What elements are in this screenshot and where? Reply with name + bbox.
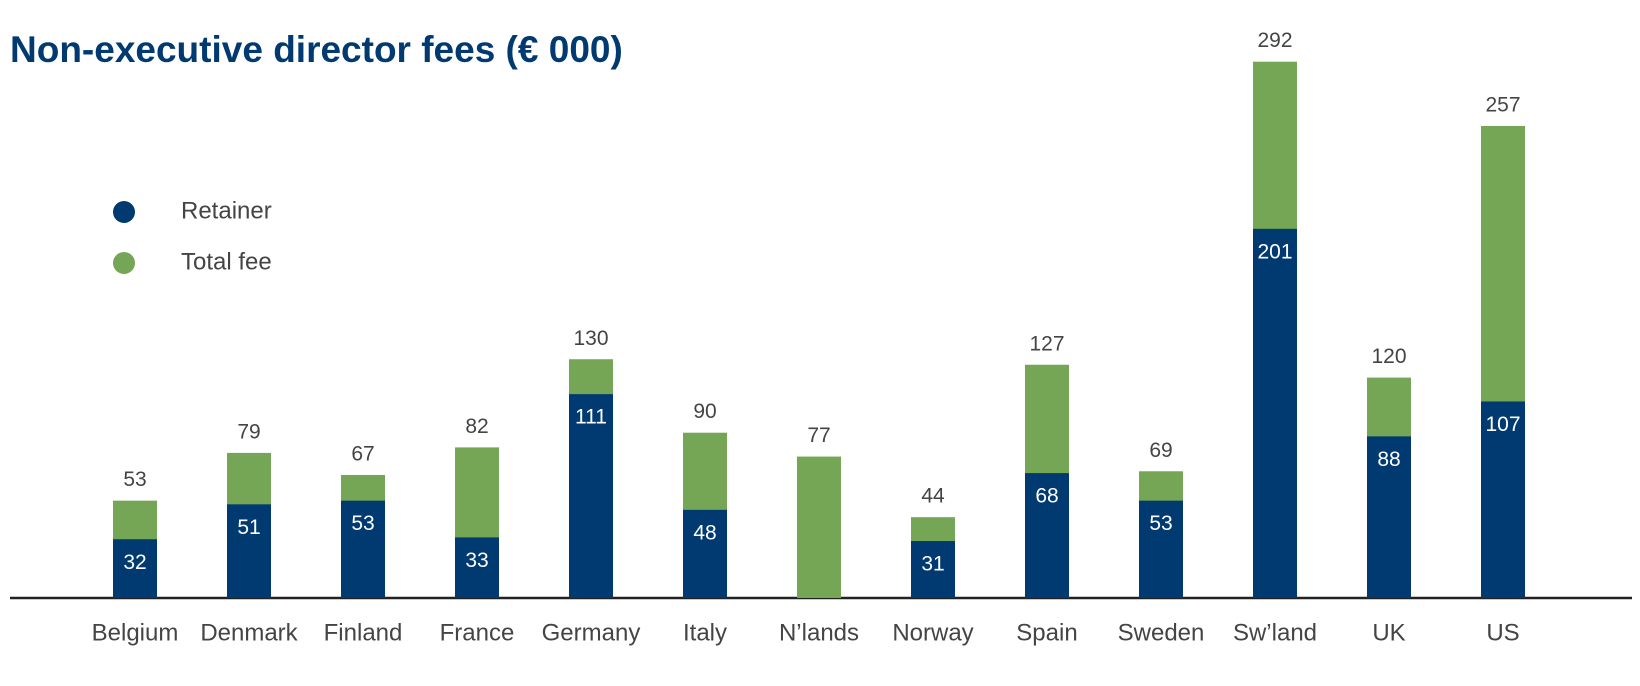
value-label: 120 [1371,345,1406,368]
x-tick-label: N’lands [779,619,859,646]
bar [113,539,157,598]
value-label: 53 [1149,512,1172,535]
bar [227,504,271,598]
bar [1367,436,1411,598]
value-label: 82 [465,415,488,438]
value-label: 107 [1485,413,1520,436]
bar [1253,228,1297,598]
x-tick-label: Norway [892,619,973,646]
value-label: 292 [1257,29,1292,52]
value-label: 53 [351,512,374,535]
value-label: 33 [465,549,488,572]
bar [683,509,727,598]
x-tick-label: Sw’land [1233,619,1317,646]
value-label: 48 [693,521,716,544]
value-label: 79 [237,420,260,443]
value-label: 257 [1485,94,1520,117]
value-label: 67 [351,442,374,465]
x-tick-label: Denmark [200,619,298,646]
x-tick-label: UK [1372,619,1405,646]
bar [569,394,613,598]
legend-swatch [113,252,135,274]
value-label: 127 [1029,332,1064,355]
chart-title: Non-executive director fees (€ 000) [10,29,623,70]
value-label: 130 [573,327,608,350]
bar [1139,500,1183,598]
legend-label: Total fee [181,248,272,275]
x-tick-label: Sweden [1118,619,1205,646]
value-label: 201 [1257,240,1292,263]
value-label: 69 [1149,439,1172,462]
bar [341,500,385,598]
x-tick-label: Finland [324,619,403,646]
value-label: 53 [123,468,146,491]
bar [911,541,955,598]
bar [1025,473,1069,598]
value-label: 51 [237,516,260,539]
value-label: 111 [575,406,607,429]
bar [1481,401,1525,598]
value-label: 44 [921,485,945,508]
value-label: 31 [921,553,944,576]
value-label: 90 [693,400,716,423]
x-tick-label: Belgium [92,619,179,646]
x-tick-label: Spain [1016,619,1077,646]
bar [455,537,499,598]
value-label: 68 [1035,485,1058,508]
value-label: 88 [1377,448,1400,471]
legend-label: Retainer [181,197,272,224]
x-tick-label: Germany [542,619,641,646]
x-tick-label: US [1486,619,1519,646]
x-tick-label: France [440,619,515,646]
x-tick-label: Italy [683,619,727,646]
bar [797,456,841,598]
value-label: 77 [807,424,830,447]
value-label: 32 [123,551,146,574]
legend-swatch [113,201,135,223]
